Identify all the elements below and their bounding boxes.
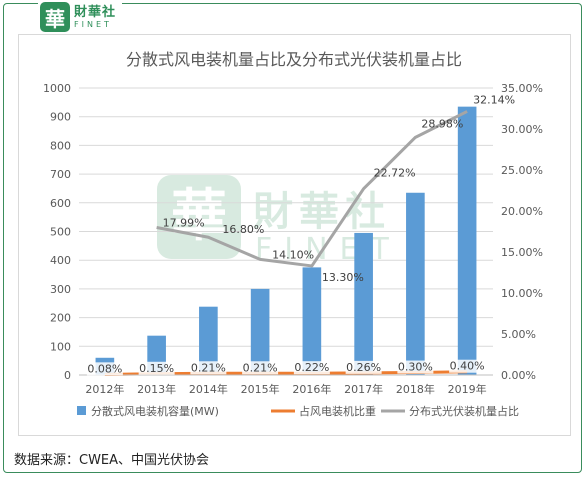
logo-en: FINET [74,19,112,29]
data-label-bg [397,360,434,374]
x-tick-label: 2019年 [448,382,487,396]
bar [250,288,270,375]
y2-tick-label: 25.00% [501,164,543,177]
data-label: 22.72% [374,167,416,180]
data-label: 0.40% [450,360,485,373]
watermark-mark-bg [157,175,241,259]
logo-mark: 華 [40,2,70,32]
source-note: 数据来源：CWEA、中国光伏协会 [14,453,210,468]
y-tick-label: 300 [50,283,71,296]
y2-tick-label: 5.00% [501,328,536,341]
chart-title: 分散式风电装机量占比及分布式光伏装机量占比 [126,50,462,69]
y-tick-label: 500 [50,226,71,239]
x-tick-label: 2016年 [292,382,331,396]
y-tick-label: 0 [64,369,71,382]
bar [457,106,477,375]
y2-tick-label: 15.00% [501,246,543,259]
data-label: 0.15% [139,362,174,375]
bar [302,267,322,375]
data-label: 0.30% [398,361,433,374]
logo-text: 財華社 FINET [74,6,116,29]
y-tick-label: 200 [50,312,71,325]
data-label: 0.21% [191,361,226,374]
y-axis-right: 0.00% 5.00% 10.00% 15.00% 20.00% 25.00% 30.00%… [501,82,543,382]
data-label-bg [190,361,227,375]
data-label: 0.08% [87,362,122,375]
data-labels: 0.08% 0.15% 0.21% 0.21% 0.22% 0.26% 0.30% 0.40%… [86,93,515,376]
watermark-mark: 華 [171,183,227,249]
x-tick-label: 2014年 [189,382,228,396]
y-tick-label: 700 [50,168,71,181]
outer-frame [3,3,582,473]
legend: 分散式风电装机容量(MW) 占风电装机比重 分布式光伏装机量占比 [77,404,519,418]
y-tick-label: 1000 [43,82,71,95]
y2-tick-label: 35.00% [501,82,543,95]
data-label: 14.10% [272,248,314,261]
legend-swatch [77,406,86,415]
y-tick-label: 800 [50,139,71,152]
data-label: 0.26% [346,361,381,374]
x-tick-label: 2018年 [396,382,435,396]
chart-area: 華 財華社 FINET 分散式风电装机量占比及分布式光伏装机量占比 0 100 20… [18,34,571,436]
data-label-bg [293,361,330,375]
watermark-cn: 財華社 [253,189,391,235]
x-tick-label: 2017年 [344,382,383,396]
distributed-pv-share-line [156,110,468,268]
bar [354,232,373,375]
y2-tick-label: 10.00% [501,287,543,300]
y-tick-label: 100 [50,340,71,353]
data-label-bg [86,362,123,376]
data-label-bg [138,361,175,375]
legend-label: 分布式光伏装机量占比 [409,404,519,418]
data-label-bg [345,360,382,374]
data-label-bg [449,359,486,373]
y-axis-left: 0 100 200 300 400 500 600 700 800 900 1000 [43,82,71,382]
x-axis: 2012年 2013年 2014年 2015年 2016年 2017年 2018年 2019年 [79,374,493,396]
data-label: 17.99% [163,216,205,229]
y2-tick-label: 20.00% [501,205,543,218]
y2-tick-label: 0.00% [501,369,536,382]
x-tick-label: 2012年 [85,382,124,396]
y-tick-label: 600 [50,197,71,210]
data-label: 13.30% [322,271,364,284]
finet-logo: 華 財華社 FINET [38,2,123,32]
data-label: 0.21% [243,361,278,374]
data-label: 32.14% [473,93,515,106]
combo-chart: 華 財華社 FINET 分散式风电装机量占比及分布式光伏装机量占比 010020… [43,50,543,418]
y-tick-label: 900 [50,111,71,124]
legend-label: 占风电装机比重 [299,404,376,418]
data-label-bg [242,361,279,375]
x-tick-label: 2013年 [137,382,176,396]
y2-tick-label: 30.00% [501,123,543,136]
x-tick-label: 2015年 [241,382,280,396]
data-label: 16.80% [222,223,264,236]
data-label: 0.22% [294,361,329,374]
data-label: 28.98% [421,117,463,130]
bar [199,306,218,375]
y-tick-label: 400 [50,254,71,267]
bar [406,192,425,375]
logo-cn: 財華社 [74,4,117,20]
legend-label: 分散式风电装机容量(MW) [91,404,219,418]
